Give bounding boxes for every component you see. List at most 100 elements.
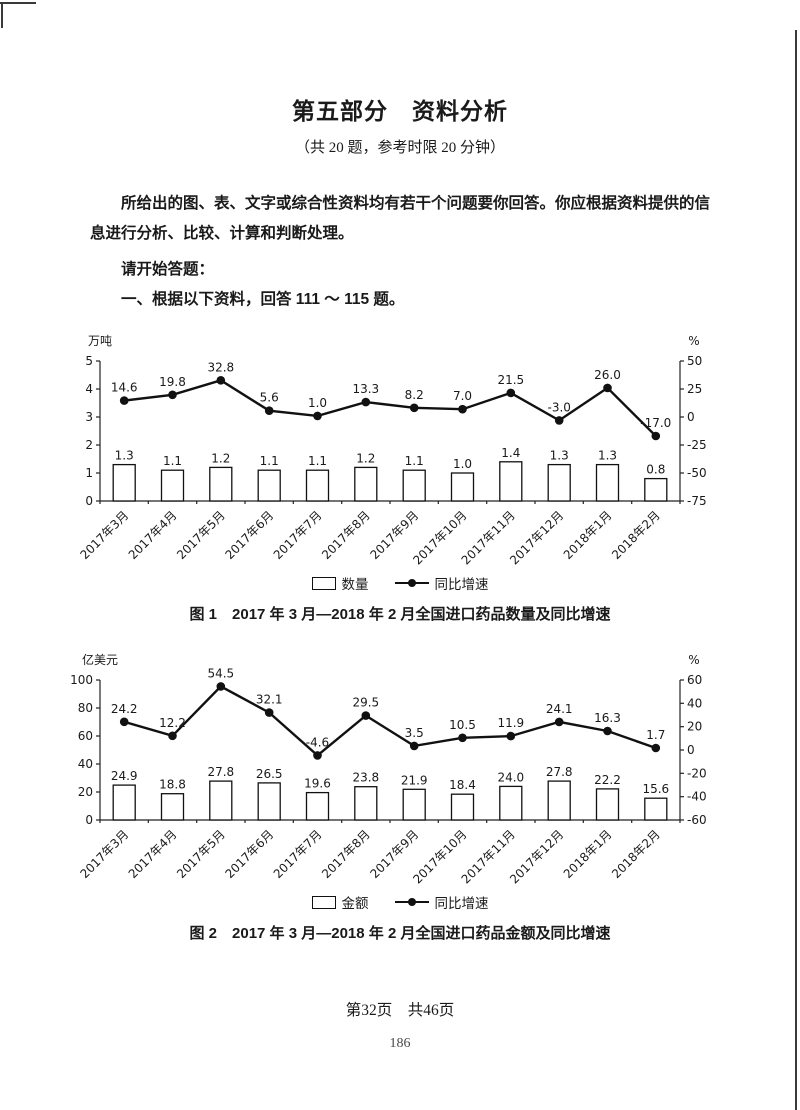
svg-text:24.0: 24.0 <box>497 771 524 785</box>
svg-text:19.8: 19.8 <box>159 375 186 389</box>
figure-1: 0 1 2 3 4 5 -75 -50 -25 0 25 50 万吨% 1.3 1.1 1.2 1.1 1.1 1.… <box>0 323 800 624</box>
svg-text:2017年4月: 2017年4月 <box>126 509 180 563</box>
svg-text:100: 100 <box>70 673 93 687</box>
svg-text:24.9: 24.9 <box>111 770 138 784</box>
svg-text:12.2: 12.2 <box>159 716 186 730</box>
svg-text:25: 25 <box>687 382 702 396</box>
svg-text:-20: -20 <box>687 767 707 781</box>
svg-text:32.8: 32.8 <box>207 361 234 375</box>
svg-text:60: 60 <box>78 729 93 743</box>
svg-text:亿美元: 亿美元 <box>82 652 118 667</box>
svg-text:0: 0 <box>687 410 695 424</box>
svg-text:1.3: 1.3 <box>550 449 569 463</box>
figure1-chart: 0 1 2 3 4 5 -75 -50 -25 0 25 50 万吨% 1.3 1.1 1.2 1.1 1.1 1.… <box>40 323 760 573</box>
svg-text:2018年1月: 2018年1月 <box>561 509 615 563</box>
svg-text:16.3: 16.3 <box>594 711 621 725</box>
svg-text:14.6: 14.6 <box>111 381 138 395</box>
svg-text:2: 2 <box>85 438 93 452</box>
svg-text:8.2: 8.2 <box>405 388 424 402</box>
scan-edge-artifact <box>1 2 3 28</box>
figure1-legend: 数量 同比增速 <box>0 573 800 593</box>
figure2-chart: 0 20 40 60 80 100 -60 -40 -20 0 20 40 60 亿美元% 24.9 18.8… <box>40 642 760 892</box>
svg-text:26.5: 26.5 <box>256 767 283 781</box>
legend-item-bar: 数量 <box>311 573 369 593</box>
svg-text:27.8: 27.8 <box>207 766 234 780</box>
scan-edge-artifact <box>0 2 36 4</box>
svg-text:40: 40 <box>78 757 93 771</box>
svg-text:1.0: 1.0 <box>308 396 327 410</box>
svg-text:5: 5 <box>85 354 93 368</box>
legend-item-line: 同比增速 <box>394 892 489 912</box>
svg-text:0: 0 <box>85 813 93 827</box>
svg-text:3: 3 <box>85 410 93 424</box>
svg-text:-40: -40 <box>687 790 707 804</box>
svg-text:26.0: 26.0 <box>594 368 621 382</box>
svg-text:-60: -60 <box>687 813 707 827</box>
svg-text:2017年7月: 2017年7月 <box>271 828 325 882</box>
svg-text:-3.0: -3.0 <box>547 401 570 415</box>
section-title: 第五部分 资料分析 <box>292 98 508 124</box>
page-number: 186 <box>389 1036 411 1051</box>
svg-text:22.2: 22.2 <box>594 773 621 787</box>
svg-text:2017年6月: 2017年6月 <box>222 828 276 882</box>
svg-text:2018年2月: 2018年2月 <box>609 509 663 563</box>
svg-text:11.9: 11.9 <box>497 717 524 731</box>
bar-legend-swatch-icon <box>311 895 336 909</box>
svg-text:1.3: 1.3 <box>598 449 617 463</box>
svg-text:2017年6月: 2017年6月 <box>222 509 276 563</box>
svg-text:21.9: 21.9 <box>401 774 428 788</box>
svg-text:80: 80 <box>78 701 93 715</box>
svg-text:2017年8月: 2017年8月 <box>319 828 373 882</box>
svg-text:-75: -75 <box>687 494 707 508</box>
svg-text:15.6: 15.6 <box>642 783 669 797</box>
svg-text:0.8: 0.8 <box>646 463 665 477</box>
svg-text:2017年5月: 2017年5月 <box>174 509 228 563</box>
svg-text:20: 20 <box>78 785 93 799</box>
svg-text:1: 1 <box>85 466 93 480</box>
svg-text:5.6: 5.6 <box>260 391 279 405</box>
bar-legend-label: 数量 <box>341 577 369 593</box>
svg-text:1.0: 1.0 <box>453 457 472 471</box>
svg-text:18.8: 18.8 <box>159 778 186 792</box>
svg-text:24.1: 24.1 <box>546 702 573 716</box>
svg-text:29.5: 29.5 <box>352 696 379 710</box>
svg-text:21.5: 21.5 <box>497 373 524 387</box>
figure1-caption: 图 1 2017 年 3 月—2018 年 2 月全国进口药品数量及同比增速 <box>189 606 611 624</box>
bar-legend-label: 金额 <box>341 896 369 912</box>
figure2-legend: 金额 同比增速 <box>0 892 800 912</box>
svg-text:-50: -50 <box>687 466 707 480</box>
svg-text:10.5: 10.5 <box>449 718 476 732</box>
svg-text:7.0: 7.0 <box>453 390 472 404</box>
svg-text:万吨: 万吨 <box>88 334 112 348</box>
svg-text:-4.6: -4.6 <box>306 736 329 750</box>
legend-item-line: 同比增速 <box>394 573 489 593</box>
svg-text:1.1: 1.1 <box>405 455 424 469</box>
svg-text:24.2: 24.2 <box>111 702 138 716</box>
line-legend-label: 同比增速 <box>434 896 489 912</box>
svg-text:1.7: 1.7 <box>646 728 665 742</box>
svg-text:0: 0 <box>687 743 695 757</box>
svg-text:18.4: 18.4 <box>449 779 476 793</box>
svg-text:3.5: 3.5 <box>405 726 424 740</box>
figure2-caption: 图 2 2017 年 3 月—2018 年 2 月全国进口药品金额及同比增速 <box>189 925 611 943</box>
svg-text:1.3: 1.3 <box>115 449 134 463</box>
svg-text:19.6: 19.6 <box>304 777 331 791</box>
svg-text:1.1: 1.1 <box>308 455 327 469</box>
svg-text:27.8: 27.8 <box>546 766 573 780</box>
svg-text:4: 4 <box>85 382 93 396</box>
line-legend-marker-icon <box>394 898 429 907</box>
svg-text:-17.0: -17.0 <box>640 416 671 430</box>
svg-text:40: 40 <box>687 697 702 711</box>
svg-text:%: % <box>688 653 699 667</box>
begin-note: 请开始答题： <box>121 261 215 279</box>
figure-2: 0 20 40 60 80 100 -60 -40 -20 0 20 40 60 亿美元% 24.9 18.8… <box>0 642 800 943</box>
legend-item-bar: 金额 <box>311 892 369 912</box>
svg-text:50: 50 <box>687 354 702 368</box>
svg-text:2018年1月: 2018年1月 <box>561 828 615 882</box>
svg-text:1.1: 1.1 <box>163 455 182 469</box>
svg-text:2018年2月: 2018年2月 <box>609 828 663 882</box>
page-footer: 第32页 共46页 <box>345 1002 455 1019</box>
svg-text:2017年3月: 2017年3月 <box>77 828 131 882</box>
svg-text:1.2: 1.2 <box>211 452 230 466</box>
